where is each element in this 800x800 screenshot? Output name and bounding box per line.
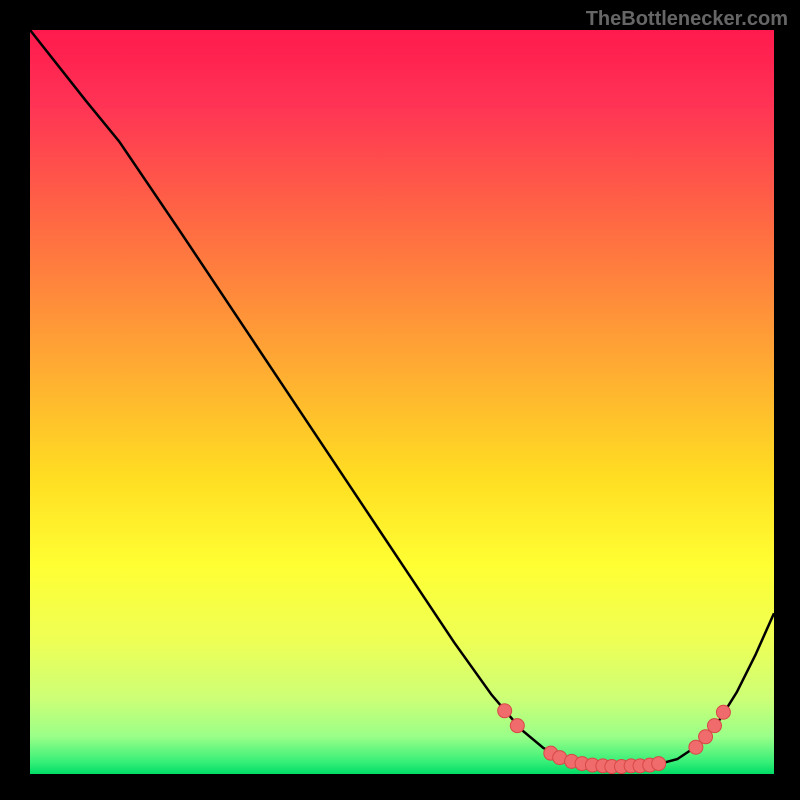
gradient-background <box>30 30 774 774</box>
chart-plot-area <box>30 30 774 774</box>
attribution-text: TheBottlenecker.com <box>586 8 788 31</box>
